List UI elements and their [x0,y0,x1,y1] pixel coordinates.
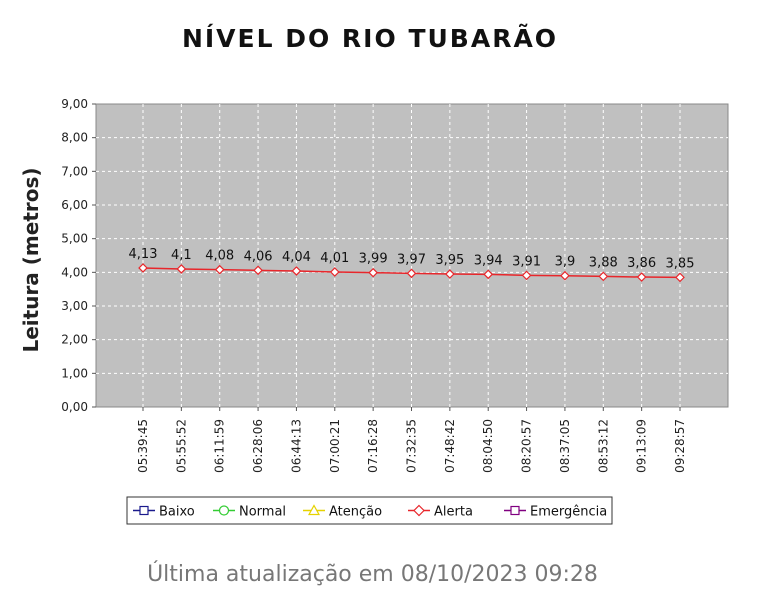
chart: 0,00 1,00 2,00 3,00 4,00 5,00 6,00 7,00 8,00 9,00… [19,97,729,525]
data-point [329,267,340,277]
x-tick-label: 08:53:12 [596,419,610,473]
data-point [521,270,532,281]
legend-item: Normal [213,505,286,520]
x-tick-label: 07:32:35 [405,419,419,473]
data-point [406,268,417,279]
data-point [598,271,609,282]
data-label: 4,13 [129,247,158,262]
data-point [483,269,494,280]
legend-label: Alerta [434,505,473,520]
y-tick-label: 8,00 [61,131,88,145]
x-tick-label: 08:04:50 [481,419,495,473]
data-point [560,270,570,281]
x-axis-ticks: 05:39:45 05:55:52 06:11:59 06:28:06 06:44:13… [136,407,687,473]
grid [96,104,728,407]
x-tick-label: 09:13:09 [635,419,649,473]
y-tick-label: 5,00 [61,232,88,246]
data-label: 3,9 [555,255,576,270]
data-point [675,272,685,283]
legend-marker [510,505,520,516]
y-axis-label: Leitura (metros) [19,167,43,352]
y-tick-label: 1,00 [61,366,88,380]
data-label: 4,06 [244,249,273,264]
data-label: 3,99 [359,252,388,267]
y-tick-label: 7,00 [61,164,88,178]
y-tick-label: 9,00 [61,97,88,111]
legend-item: Atenção [303,504,382,520]
x-tick-label: 06:44:13 [289,419,303,473]
data-label: 4,1 [171,248,192,263]
y-tick-label: 0,00 [61,400,88,414]
x-tick-label: 07:00:21 [328,419,342,473]
data-label: 3,86 [627,256,656,271]
data-label: 3,88 [589,255,618,270]
data-label: 3,95 [435,253,464,268]
legend-label: Baixo [159,505,195,520]
x-tick-label: 06:11:59 [213,419,227,473]
legend: Baixo Normal Atenção Alerta Emergência [126,496,613,525]
legend-item: Baixo [133,505,195,520]
x-tick-label: 07:48:42 [443,419,457,473]
y-tick-label: 4,00 [61,265,88,279]
data-point [368,267,378,278]
legend-item: Emergência [504,505,607,520]
x-tick-label: 09:28:57 [673,419,687,473]
data-point [138,263,148,273]
legend-label: Atenção [329,505,382,520]
y-tick-label: 6,00 [61,198,88,212]
data-point [445,269,455,279]
x-tick-label: 06:28:06 [251,419,265,473]
data-label: 3,91 [512,254,541,269]
data-label: 4,01 [320,251,349,266]
x-tick-label: 08:37:05 [558,419,572,473]
chart-title: NÍVEL DO RIO TUBARÃO [181,24,559,53]
x-tick-label: 07:16:28 [366,419,380,473]
data-point [636,272,647,282]
legend-marker [139,505,149,516]
y-axis-ticks: 0,00 1,00 2,00 3,00 4,00 5,00 6,00 7,00 8,00 9,00 [61,97,96,414]
data-label: 3,94 [474,253,503,268]
data-label: 4,08 [205,249,234,264]
data-label: 3,85 [666,256,695,271]
y-tick-label: 2,00 [61,333,88,347]
data-point [214,264,225,275]
legend-label: Normal [239,505,286,520]
data-label: 4,04 [282,250,311,265]
y-tick-label: 3,00 [61,299,88,313]
data-point [291,266,302,276]
legend-marker [307,504,321,516]
series-alerta: 4,13 4,1 4,08 4,06 4,04 4,01 3,99 3,97 3,95 3,94 3… [129,247,695,283]
legend-marker [218,505,230,516]
x-tick-label: 05:39:45 [136,419,150,473]
legend-box [126,496,613,525]
legend-marker [413,504,425,517]
data-point [176,264,187,274]
legend-item: Alerta [408,505,473,520]
last-update-text: Última atualização em 08/10/2023 09:28 [147,562,598,587]
x-tick-label: 08:20:57 [520,419,534,473]
legend-label: Emergência [530,505,607,520]
data-label: 3,97 [397,252,426,267]
x-tick-label: 05:55:52 [174,419,188,473]
data-point [253,265,263,276]
